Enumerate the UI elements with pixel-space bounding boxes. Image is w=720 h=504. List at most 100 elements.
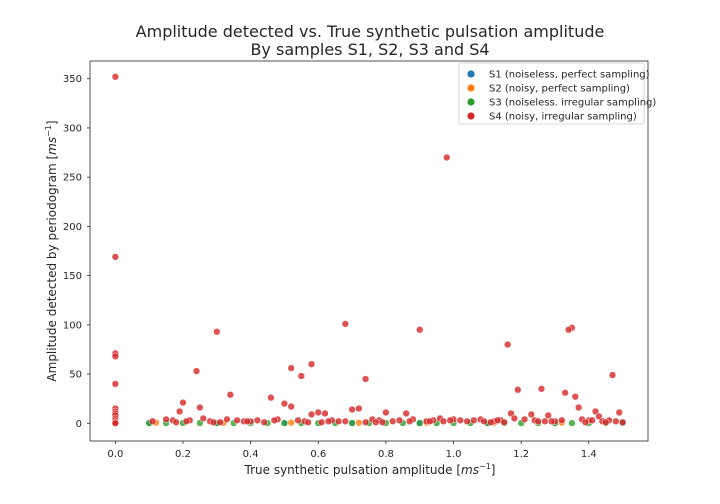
data-point-s4 [318, 418, 326, 426]
y-tick-label: 150 [63, 271, 82, 282]
legend: S1 (noiseless, perfect sampling) S2 (nois… [458, 62, 656, 125]
chart-title-line2: By samples S1, S2, S3 and S4 [250, 40, 489, 59]
data-point-s4 [260, 418, 268, 426]
data-point-s4 [389, 417, 397, 425]
data-point-s4 [111, 352, 120, 360]
x-axis-label: True synthetic pulsation amplitude [ms−1… [244, 462, 496, 477]
data-point-s4 [196, 403, 204, 412]
data-point-s4 [575, 403, 583, 412]
data-point-s4 [382, 408, 390, 417]
y-tick-label: 200 [63, 222, 82, 233]
data-point-s4 [182, 417, 191, 425]
data-point-s4 [192, 367, 201, 375]
chart-title-line1: Amplitude detected vs. True synthetic pu… [136, 22, 605, 41]
data-point-s4 [270, 416, 278, 424]
x-tick-label: 0.6 [310, 449, 326, 460]
data-point-s3 [348, 419, 356, 427]
data-point-s4 [426, 417, 434, 425]
y-axis-label-exp: −1 [44, 125, 53, 137]
data-point-s4 [487, 418, 495, 426]
data-point-s4 [294, 416, 302, 424]
x-tick-label: 0.4 [243, 449, 259, 460]
data-point-s4 [321, 409, 329, 418]
data-point-s4 [297, 372, 306, 380]
x-axis-label-bracket-open: [ [456, 463, 461, 477]
data-point-s4 [334, 417, 343, 425]
data-point-s4 [456, 416, 464, 424]
data-point-s4 [561, 389, 569, 397]
legend-marker [467, 84, 475, 92]
data-point-s4 [162, 415, 170, 423]
data-point-s4 [341, 417, 349, 425]
data-point-s4 [111, 253, 120, 261]
data-point-s2 [287, 419, 295, 427]
data-point-s4 [470, 416, 478, 424]
data-point-s4 [348, 405, 356, 414]
data-point-s4 [287, 402, 295, 411]
data-point-s4 [446, 416, 454, 424]
data-point-s4 [527, 410, 535, 419]
x-axis-label-exp: −1 [479, 462, 491, 471]
data-point-s4 [175, 407, 184, 416]
y-axis-label: Amplitude detected by periodogram [ms−1] [44, 120, 59, 381]
data-point-s4 [199, 414, 207, 423]
data-point-s4 [148, 417, 157, 425]
x-tick-label: 1.2 [513, 449, 529, 460]
data-point-s4 [179, 398, 187, 407]
y-tick-label: 100 [63, 320, 82, 331]
data-point-s4 [314, 408, 322, 417]
data-point-s4 [341, 320, 349, 328]
legend-marker [467, 98, 475, 106]
y-tick-label: 250 [63, 173, 82, 184]
data-point-s4 [267, 394, 275, 402]
data-point-s2 [355, 419, 363, 427]
x-tick-label: 0.0 [107, 449, 123, 460]
data-point-s4 [541, 417, 549, 425]
legend-marker [467, 70, 475, 78]
data-point-s4 [602, 418, 610, 426]
data-point-s4 [287, 364, 295, 372]
legend-label: S4 (noisy, irregular sampling) [489, 112, 637, 123]
data-point-s4 [216, 418, 224, 426]
data-point-s4 [361, 375, 370, 383]
x-axis-ticks: 0.0 0.2 0.4 0.6 0.8 1.0 1.2 1.4 [107, 441, 597, 460]
data-point-s4 [307, 360, 316, 368]
legend-label: S3 (noiseless. irregular sampling) [489, 98, 656, 109]
data-point-s4 [463, 417, 471, 425]
data-point-s4 [111, 380, 120, 388]
data-point-s4 [547, 417, 556, 425]
y-tick-label: 50 [69, 370, 82, 381]
data-point-s4 [209, 418, 218, 426]
data-point-s4 [395, 416, 404, 424]
y-axis-label-text: Amplitude detected by periodogram [45, 163, 59, 381]
data-point-s4 [564, 326, 573, 334]
data-point-s4 [443, 153, 451, 162]
legend-box [458, 62, 645, 125]
data-point-s3 [280, 419, 289, 427]
x-tick-label: 1.4 [581, 449, 597, 460]
data-point-s4 [571, 393, 579, 401]
data-point-s4 [233, 416, 241, 424]
data-point-s4 [378, 418, 387, 426]
y-axis-label-bracket-close: ] [45, 120, 59, 125]
data-point-s4 [307, 410, 316, 419]
data-point-s4 [588, 416, 596, 424]
data-point-s4 [544, 411, 552, 420]
data-point-s4 [514, 386, 522, 394]
y-tick-label: 300 [63, 123, 82, 134]
data-point-s4 [213, 328, 221, 336]
y-axis-label-bracket-open: [ [45, 155, 59, 160]
x-axis-label-text: True synthetic pulsation amplitude [244, 463, 453, 477]
data-point-s4 [493, 416, 502, 424]
legend-marker [467, 112, 475, 120]
data-point-s4 [615, 408, 623, 417]
data-point-s4 [510, 414, 519, 423]
data-point-s4 [243, 417, 251, 425]
data-point-s4 [405, 417, 414, 425]
x-axis-label-bracket-close: ] [491, 463, 496, 477]
data-point-s4 [480, 417, 488, 425]
data-point-s4 [372, 418, 380, 426]
data-points [111, 73, 627, 427]
data-point-s4 [280, 399, 289, 408]
